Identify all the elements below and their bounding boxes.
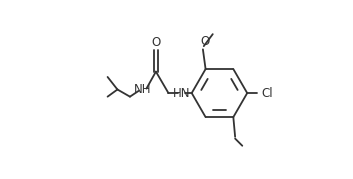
Text: O: O [151, 37, 161, 49]
Text: O: O [200, 35, 209, 48]
Text: HN: HN [173, 87, 191, 100]
Text: NH: NH [134, 83, 151, 96]
Text: Cl: Cl [262, 87, 273, 100]
